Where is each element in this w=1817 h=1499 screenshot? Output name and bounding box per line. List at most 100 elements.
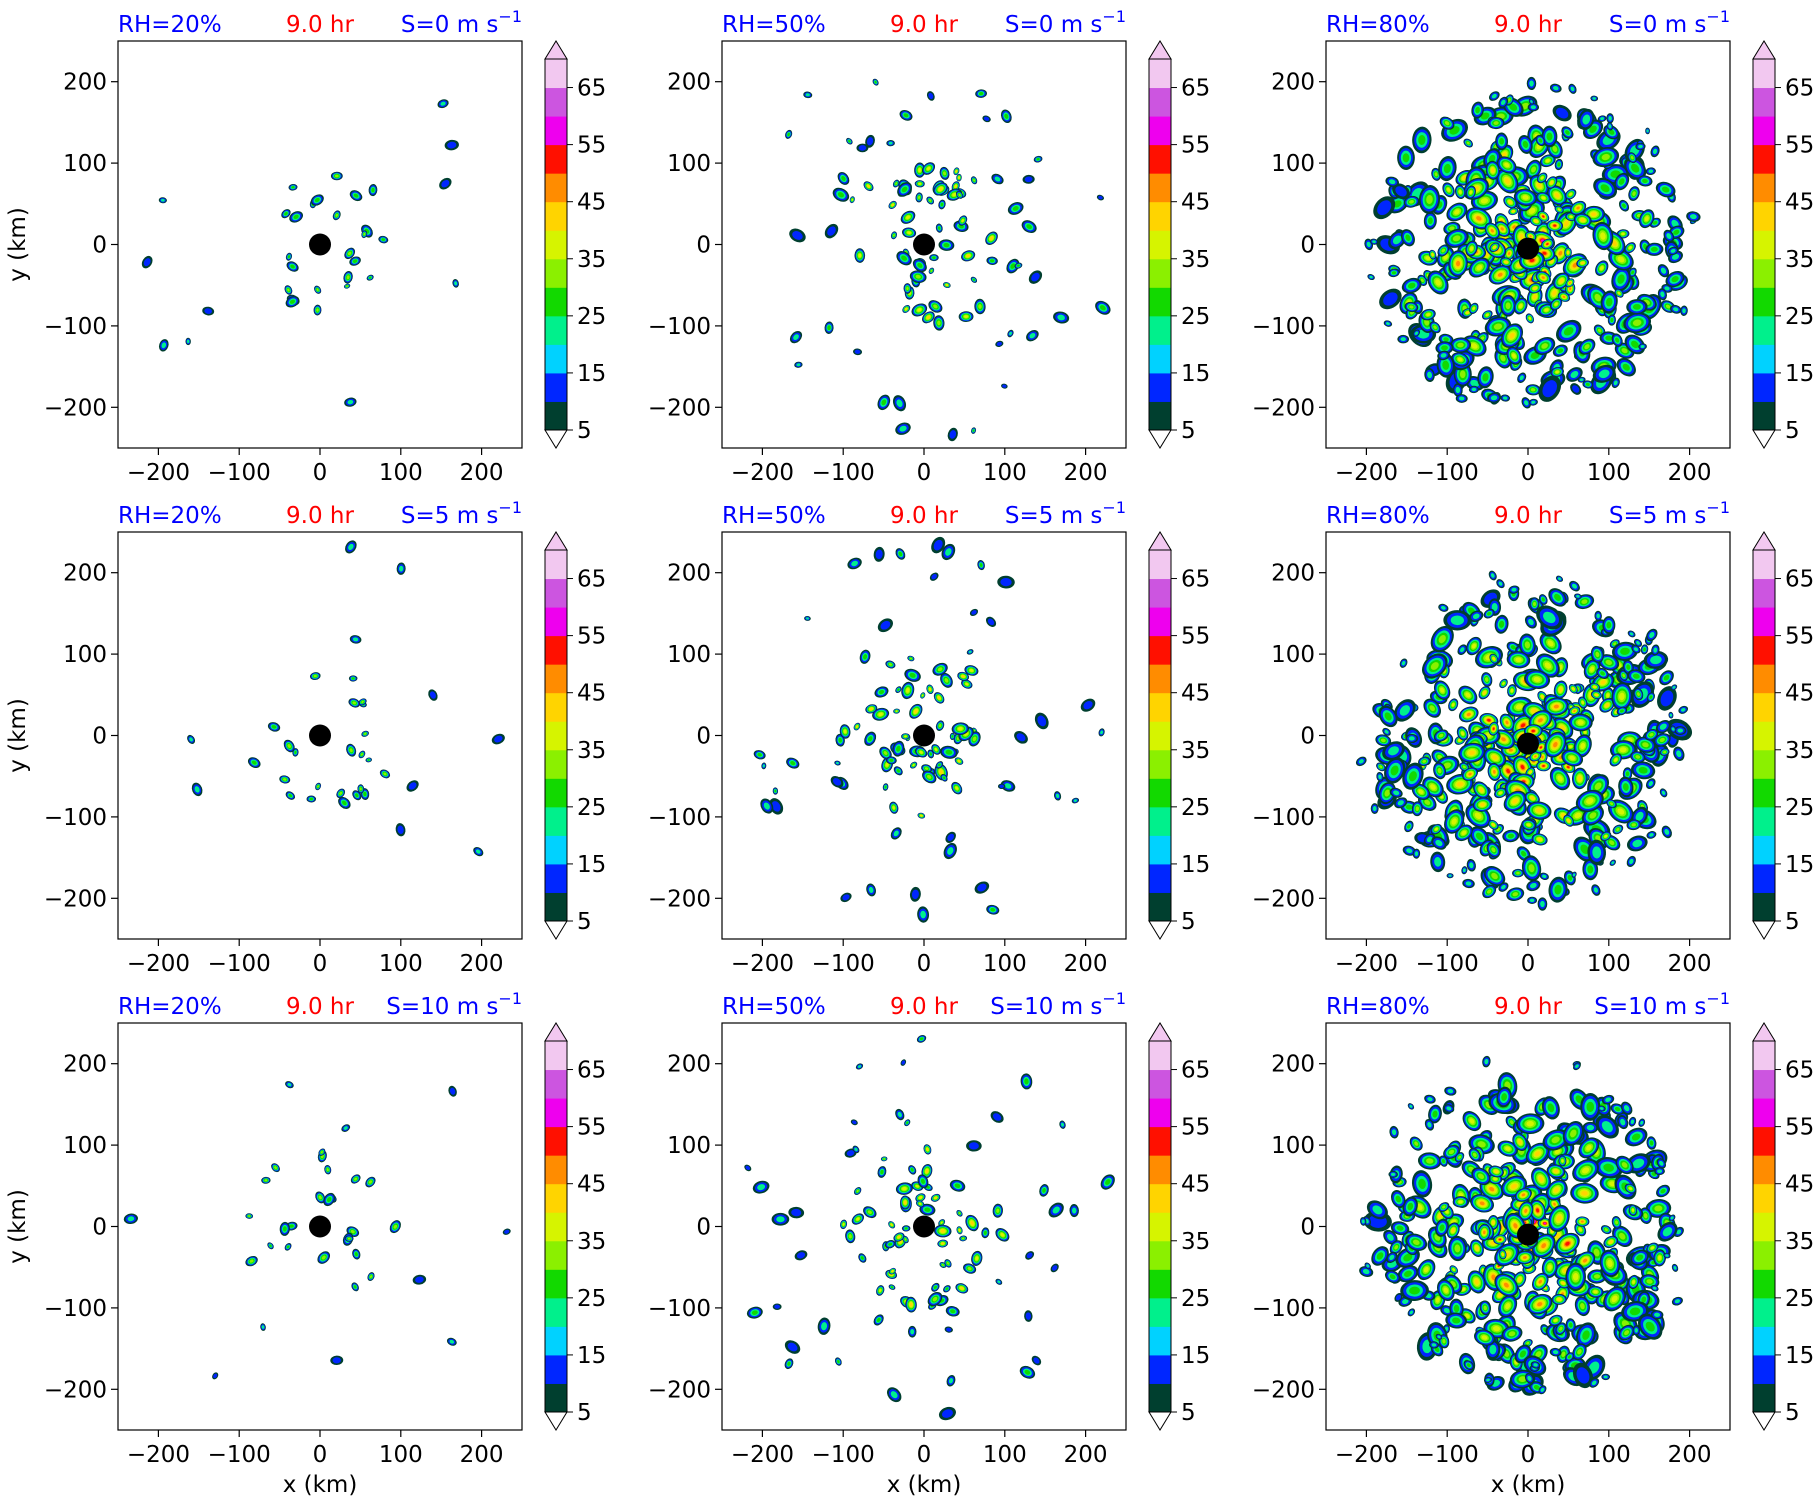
- echo-cell: [1541, 1256, 1558, 1278]
- echo-cell: [123, 1213, 139, 1225]
- colorbar-extend-max: [544, 531, 568, 551]
- echo-cell: [953, 167, 960, 176]
- echo-cell: [437, 99, 449, 109]
- echo-cell: [853, 722, 861, 731]
- echo-cell: [1448, 250, 1468, 277]
- echo-cell: [954, 757, 964, 765]
- echo-cell: [1545, 176, 1558, 189]
- echo-cell: [1564, 247, 1572, 258]
- y-tick-label: −100: [44, 805, 107, 831]
- echo-cell: [379, 769, 391, 779]
- colorbar-tick-label: 35: [1785, 738, 1814, 764]
- echo-cell: [1632, 1325, 1640, 1336]
- echo-cell: [995, 1278, 1003, 1285]
- y-tick-label: 0: [92, 724, 107, 750]
- echo-cell: [1517, 372, 1527, 383]
- y-tick-label: 200: [63, 561, 107, 587]
- echo-cell: [921, 764, 933, 773]
- echo-cell: [1446, 873, 1454, 879]
- echo-cell: [318, 1148, 326, 1156]
- echo-cell: [1572, 1158, 1600, 1182]
- echo-cell: [365, 1176, 376, 1188]
- echo-cell: [1645, 127, 1651, 135]
- echo-cell: [1493, 1261, 1505, 1271]
- echo-cell: [1384, 1270, 1401, 1284]
- echo-cell: [1496, 1086, 1512, 1108]
- echo-cell: [1646, 831, 1657, 839]
- echo-cell: [267, 722, 281, 732]
- echo-cell: [910, 761, 918, 769]
- echo-cell: [1024, 1310, 1033, 1322]
- y-tick-label: 100: [1271, 1133, 1315, 1159]
- echo-cell: [866, 883, 876, 897]
- echo-cell: [1443, 1144, 1460, 1160]
- echo-cell: [1637, 175, 1653, 187]
- echo-cell: [378, 235, 389, 244]
- echo-cell: [349, 190, 363, 202]
- echo-cell: [346, 743, 357, 757]
- echo-cell: [1611, 333, 1623, 347]
- echo-cell: [1506, 887, 1525, 901]
- colorbar-tick-label: 45: [1785, 1172, 1814, 1198]
- echo-cell: [940, 774, 948, 782]
- echo-cell: [1653, 1249, 1666, 1267]
- echo-cell: [1394, 699, 1416, 722]
- colorbar-tick-label: 25: [577, 1286, 606, 1312]
- x-tick-label: 0: [917, 460, 932, 486]
- colorbar-segment: [1753, 692, 1775, 722]
- echo-cell: [1645, 778, 1656, 789]
- echo-cell: [1407, 1103, 1415, 1110]
- panel-2-2: −200 −100 0 100 200 −200 −100 0 100 200 x (km) RH=8…: [1252, 989, 1814, 1498]
- echo-cell: [1561, 749, 1584, 767]
- echo-cell: [1623, 312, 1652, 334]
- colorbar-segment: [1149, 287, 1171, 317]
- colorbar-segment: [1149, 59, 1171, 89]
- colorbar-tick-label: 65: [1785, 567, 1814, 593]
- echo-cell: [1505, 1212, 1526, 1239]
- echo-cell: [939, 1261, 947, 1268]
- echo-cell: [1400, 229, 1415, 247]
- y-tick-label: −200: [648, 886, 711, 912]
- reflectivity-field: [1364, 76, 1701, 409]
- reflectivity-field: [753, 536, 1105, 923]
- echo-cell: [352, 790, 362, 801]
- echo-cell: [1383, 320, 1393, 327]
- echo-cell: [1550, 366, 1564, 378]
- colorbar-tick-label: 55: [577, 133, 606, 159]
- echo-cell: [1487, 392, 1502, 403]
- echo-cell: [893, 708, 901, 714]
- echo-cell: [1536, 172, 1548, 184]
- echo-cell: [899, 109, 913, 121]
- echo-cell: [928, 267, 935, 275]
- colorbar-segment: [1149, 578, 1171, 608]
- echo-cell: [344, 1235, 354, 1242]
- colorbar-tick-label: 5: [577, 418, 592, 444]
- echo-cell: [444, 139, 459, 151]
- echo-cell: [839, 724, 851, 739]
- panel-title-rh: RH=20%: [118, 503, 222, 529]
- echo-cell: [1390, 1221, 1410, 1236]
- echo-cell: [1071, 797, 1080, 804]
- echo-cell: [933, 182, 948, 196]
- echo-cell: [1428, 1104, 1442, 1124]
- echo-cell: [1637, 1313, 1663, 1340]
- echo-cell: [1095, 300, 1111, 315]
- echo-cell: [786, 757, 800, 769]
- storm-center-marker: [1517, 732, 1539, 755]
- echo-cell: [966, 649, 974, 655]
- colorbar-extend-max: [1148, 531, 1172, 551]
- y-tick-label: 200: [667, 1052, 711, 1078]
- echo-cell: [1500, 294, 1517, 317]
- echo-cell: [1659, 670, 1674, 686]
- colorbar-extend-max: [1752, 40, 1776, 60]
- echo-cell: [1527, 896, 1538, 904]
- echo-cell: [1469, 610, 1484, 623]
- echo-cell: [1576, 258, 1589, 268]
- echo-cell: [1568, 713, 1593, 732]
- echo-cell: [951, 781, 963, 795]
- echo-cell: [1570, 1182, 1599, 1204]
- echo-cell: [1600, 1225, 1612, 1235]
- echo-cell: [1417, 1259, 1436, 1281]
- echo-cell: [1488, 721, 1499, 736]
- echo-cell: [784, 1340, 801, 1354]
